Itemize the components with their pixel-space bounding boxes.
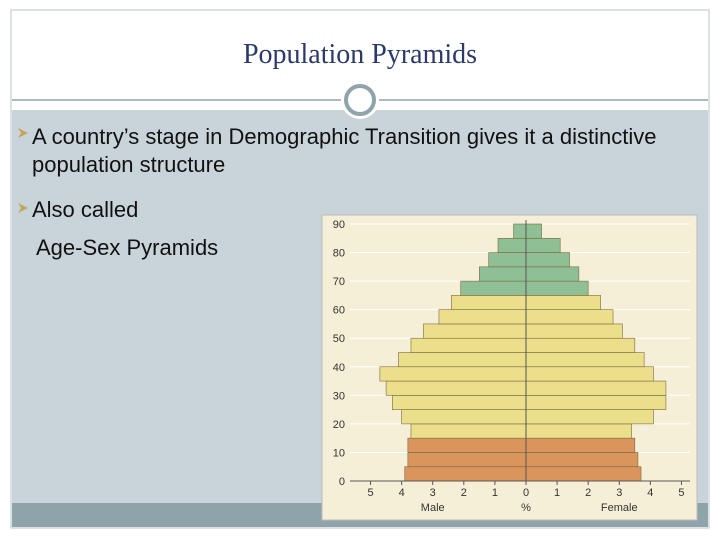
bar [525, 309, 614, 325]
x-tick-label: 4 [399, 487, 405, 499]
x-tick-label: 4 [647, 487, 653, 499]
bar [385, 380, 527, 396]
bar [479, 266, 527, 282]
bar [451, 295, 527, 310]
bar [525, 423, 633, 439]
bar [423, 323, 527, 339]
series-label: Male [421, 502, 445, 514]
bullet-icon [18, 203, 28, 213]
bar [525, 223, 542, 239]
bar [525, 266, 580, 282]
bar [460, 280, 527, 296]
sub-text: Age-Sex Pyramids [36, 235, 219, 260]
y-tick-label: 0 [339, 476, 345, 488]
y-tick-label: 70 [333, 276, 345, 288]
bar [525, 280, 589, 296]
bar [525, 366, 654, 382]
bar [488, 252, 527, 268]
divider-ring [344, 84, 376, 116]
bar [438, 309, 527, 325]
bar [525, 323, 623, 339]
slide-title: Population Pyramids [242, 39, 478, 70]
bar [525, 337, 636, 353]
bar [410, 423, 527, 439]
x-tick-label: 3 [616, 487, 622, 499]
bullet-text: A country’s stage in Demographic Transit… [32, 124, 657, 177]
x-tick-label: 3 [430, 487, 436, 499]
bullet-text: Also called [32, 197, 139, 222]
bullet-icon [18, 128, 28, 138]
y-tick-label: 20 [333, 419, 345, 431]
x-tick-label: 1 [492, 487, 498, 499]
bar [513, 223, 527, 239]
bar [401, 409, 527, 425]
x-tick-label: 2 [461, 487, 467, 499]
x-tick-label: 0 [523, 487, 529, 499]
bar [525, 437, 636, 453]
bar [525, 295, 601, 310]
bar [525, 252, 570, 268]
series-label: Female [601, 502, 638, 514]
bar [525, 466, 642, 482]
y-tick-label: 30 [333, 390, 345, 402]
y-tick-label: 40 [333, 362, 345, 374]
bar [379, 366, 527, 382]
y-tick-label: 10 [333, 447, 345, 459]
bar [407, 452, 527, 468]
bar [398, 352, 527, 368]
slide-border [10, 9, 710, 529]
bar [525, 409, 654, 425]
bar [407, 437, 527, 453]
y-tick-label: 80 [333, 248, 345, 260]
bar [392, 395, 527, 410]
bar [525, 452, 639, 468]
x-axis-label: % [521, 502, 531, 514]
x-tick-label: 5 [678, 487, 684, 499]
y-tick-label: 60 [333, 305, 345, 317]
bar [404, 466, 527, 482]
bar [525, 237, 561, 253]
bar [497, 237, 527, 253]
bar [410, 337, 527, 353]
y-tick-label: 90 [333, 219, 345, 231]
x-tick-label: 5 [367, 487, 373, 499]
x-tick-label: 2 [585, 487, 591, 499]
bar [525, 380, 667, 396]
bar [525, 395, 667, 410]
bar [525, 352, 645, 368]
x-tick-label: 1 [554, 487, 560, 499]
y-tick-label: 50 [333, 333, 345, 345]
